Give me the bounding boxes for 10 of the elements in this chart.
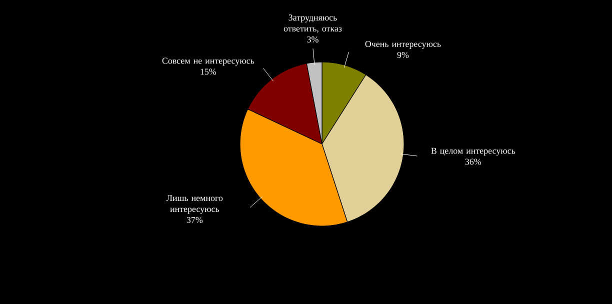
slice-label: Затрудняюсь ответить, отказ — [284, 14, 342, 33]
slice-label: Совсем не интересуюсь — [162, 58, 254, 66]
data-label: 9% — [397, 52, 409, 58]
slice-label: Лишь немного интересуюсь — [166, 195, 223, 214]
data-label: 36% — [465, 158, 482, 165]
slice-label: В целом интересуюсь — [431, 148, 516, 156]
data-label: 37% — [186, 216, 203, 224]
slice-label: Очень интересуюсь — [365, 40, 441, 49]
data-label: 15% — [200, 68, 216, 75]
data-label: 3% — [307, 36, 318, 43]
